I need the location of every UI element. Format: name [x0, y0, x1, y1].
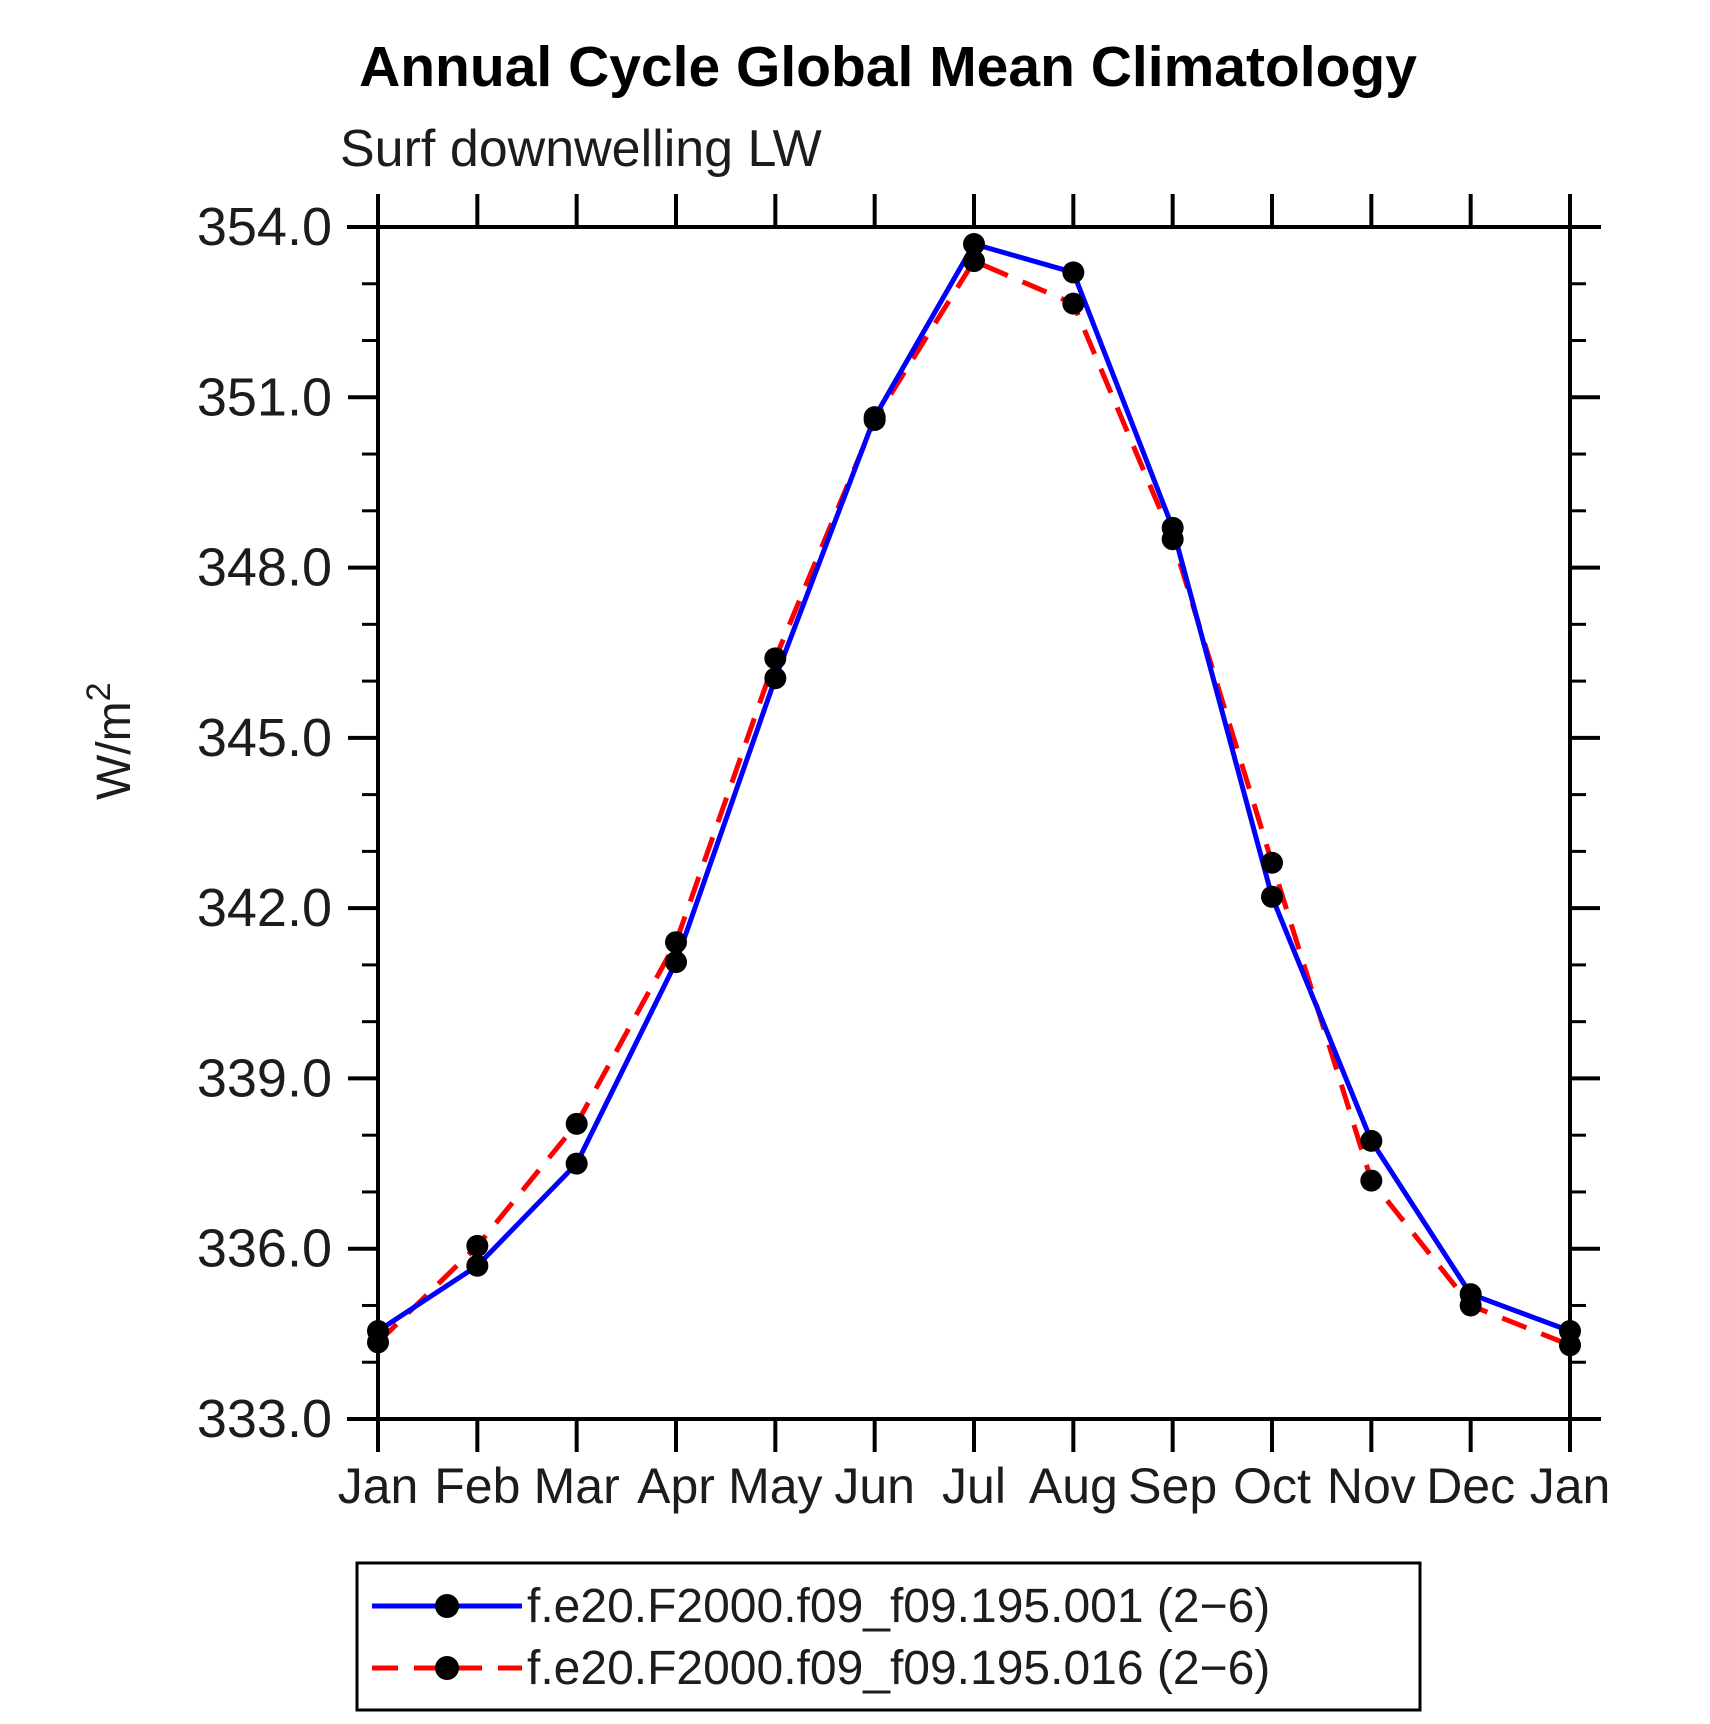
data-point-marker-series-1 [863, 408, 886, 431]
y-axis-unit-base: W/m [88, 701, 141, 800]
y-tick-label: 336.0 [197, 1219, 332, 1279]
x-tick-label: Apr [637, 1458, 715, 1514]
data-point-marker-series-1 [1261, 851, 1283, 874]
legend-marker-series-001 [435, 1594, 459, 1618]
data-point-marker-series-0 [665, 951, 687, 974]
data-point-marker-series-0 [1062, 261, 1085, 284]
legend: f.e20.F2000.f09_f09.195.001 (2−6) f.e20.… [355, 1561, 1422, 1712]
y-tick-label: 342.0 [197, 878, 332, 938]
data-point-marker-series-0 [963, 233, 985, 256]
data-point-marker-series-1 [466, 1234, 489, 1257]
data-point-marker-series-0 [565, 1152, 588, 1175]
legend-label-series-016: f.e20.F2000.f09_f09.195.016 (2−6) [527, 1642, 1270, 1695]
legend-box [355, 1561, 1422, 1712]
x-tick-label: Jan [1530, 1458, 1611, 1514]
y-axis-label: W/m2 [80, 682, 141, 800]
data-point-marker-series-1 [963, 250, 985, 273]
chart-title: Annual Cycle Global Mean Climatology [359, 35, 1417, 99]
y-tick-label: 345.0 [197, 708, 332, 768]
chart-subtitle: Surf downwelling LW [340, 120, 822, 178]
data-point-marker-series-0 [1360, 1129, 1383, 1152]
x-tick-label: Aug [1029, 1458, 1118, 1514]
series-layer [367, 233, 1581, 1357]
legend-marker-series-016 [435, 1656, 459, 1680]
x-tick-label: Jul [942, 1458, 1006, 1514]
data-point-marker-series-1 [665, 931, 687, 954]
data-point-marker-series-0 [466, 1254, 489, 1277]
y-axis-unit-exponent: 2 [80, 682, 118, 701]
x-tick-label: Nov [1327, 1458, 1416, 1514]
data-point-marker-series-0 [1261, 885, 1283, 908]
data-point-marker-series-0 [764, 667, 787, 690]
y-tick-label: 333.0 [197, 1389, 332, 1449]
x-tick-label: Sep [1128, 1458, 1217, 1514]
x-tick-label: Oct [1233, 1458, 1311, 1514]
y-tick-label: 351.0 [197, 367, 332, 427]
x-tick-label: Jan [338, 1458, 419, 1514]
y-tick-label: 354.0 [197, 197, 332, 257]
data-point-marker-series-1 [1459, 1294, 1482, 1317]
axes-layer: 333.0 336.0 339.0 342.0 345.0 348.0 351.0 354.0… [197, 194, 1610, 1514]
y-tick-label: 348.0 [197, 538, 332, 598]
x-tick-label: Jun [834, 1458, 915, 1514]
x-tick-label: Dec [1426, 1458, 1515, 1514]
x-tick-label: Feb [434, 1458, 520, 1514]
legend-label-series-001: f.e20.F2000.f09_f09.195.001 (2−6) [527, 1580, 1270, 1633]
data-point-marker-series-1 [1360, 1169, 1383, 1192]
series-line-0 [376, 241, 1571, 1334]
x-tick-label: Mar [534, 1458, 620, 1514]
x-tick-label: May [728, 1458, 822, 1514]
data-point-marker-series-1 [1559, 1334, 1581, 1357]
data-point-marker-series-1 [565, 1112, 588, 1135]
data-point-marker-series-1 [367, 1331, 389, 1354]
data-point-marker-series-1 [764, 647, 787, 670]
data-point-marker-series-1 [1161, 528, 1184, 551]
data-point-marker-series-1 [1062, 292, 1085, 315]
y-tick-label: 339.0 [197, 1048, 332, 1108]
